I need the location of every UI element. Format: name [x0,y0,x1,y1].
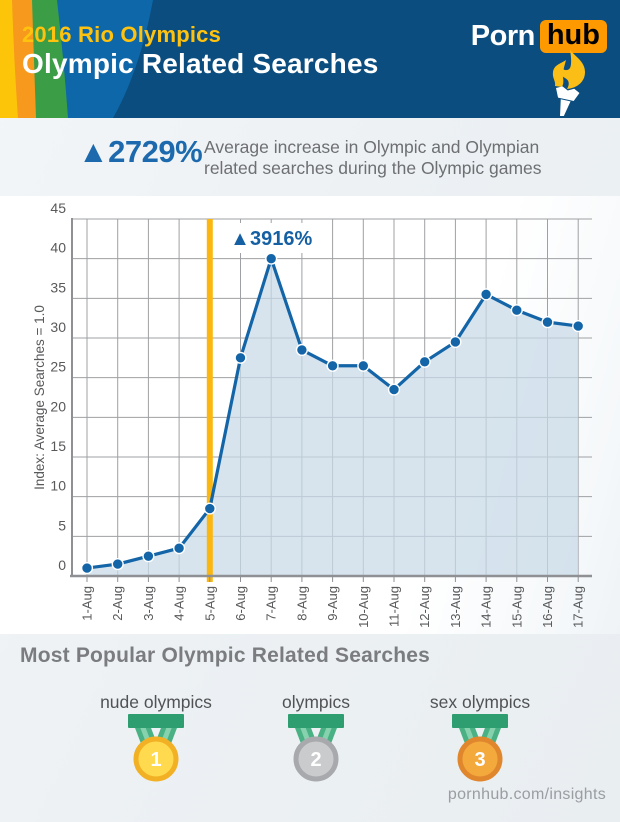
svg-text:6-Aug: 6-Aug [233,586,248,621]
svg-text:45: 45 [50,200,66,216]
svg-text:5: 5 [58,517,66,533]
svg-text:16-Aug: 16-Aug [540,586,555,628]
header: 2016 Rio Olympics Olympic Related Search… [0,0,620,118]
page-title: Olympic Related Searches [22,48,379,79]
svg-text:▲3916%: ▲3916% [230,228,312,250]
rio-stripes-decoration [0,0,153,118]
svg-text:3-Aug: 3-Aug [141,586,156,621]
pornhub-logo: Porn hub [470,20,607,54]
svg-text:20: 20 [50,398,66,414]
medal-disc [293,736,339,782]
svg-text:10: 10 [50,478,66,494]
svg-text:14-Aug: 14-Aug [479,586,494,628]
search-term-label: olympics [281,692,351,712]
svg-text:0: 0 [58,557,66,573]
stats-summary: ▲2729% Average increase in Olympic and O… [0,118,620,196]
header-pretitle: 2016 Rio Olympics [22,22,222,47]
gold-medal-icon: 1 [128,714,184,782]
medal-rank-number: 3 [474,749,485,771]
silver-medal-icon: 2 [288,714,344,782]
stat-increase-value: ▲2729% [78,134,203,169]
medal-rank-number: 1 [150,749,161,771]
medal-disc [457,736,503,782]
svg-text:1-Aug: 1-Aug [80,586,95,621]
svg-text:15-Aug: 15-Aug [509,586,524,628]
medal-rank-1: nude olympics 1 [100,692,212,796]
svg-text:35: 35 [50,279,66,295]
medal-rank-2: olympics 2 [280,692,352,796]
svg-text:4-Aug: 4-Aug [172,586,187,621]
search-term-label: nude olympics [100,692,212,712]
stat-description: Average increase in Olympic and Olympian… [204,137,542,180]
medal-rank-3: sex olympics 3 [430,692,530,796]
olympic-torch-icon [552,50,585,116]
svg-text:30: 30 [50,319,66,335]
searches-line-chart: 0 5 10 15 20 25 30 35 40 45 1-Aug 2-Aug 3-Aug 4-Aug 5-… [32,200,592,628]
svg-text:25: 25 [50,359,66,375]
medal-rank-number: 2 [310,749,321,771]
svg-text:10-Aug: 10-Aug [356,586,371,628]
svg-text:5-Aug: 5-Aug [202,586,217,621]
svg-text:7-Aug: 7-Aug [264,586,279,621]
stat-description-line2: related searches during the Olympic game… [204,158,542,179]
svg-text:9-Aug: 9-Aug [325,586,340,621]
svg-text:Index: Average Searches = 1.0: Index: Average Searches = 1.0 [32,305,47,490]
logo-text-hub: hub [539,20,607,54]
search-term-label: sex olympics [429,692,531,712]
medal-disc [133,736,179,782]
svg-text:11-Aug: 11-Aug [387,586,402,627]
site-url: pornhub.com/insights [447,786,606,803]
svg-text:13-Aug: 13-Aug [448,586,463,628]
svg-text:15: 15 [50,438,66,454]
svg-text:40: 40 [50,240,66,256]
stat-description-line1: Average increase in Olympic and Olympian [204,137,540,157]
bronze-medal-icon: 3 [452,714,508,782]
svg-text:12-Aug: 12-Aug [417,586,432,628]
logo-text-porn: Porn [470,20,536,53]
svg-text:8-Aug: 8-Aug [294,586,309,621]
svg-text:17-Aug: 17-Aug [571,586,586,628]
popular-searches-heading: Most Popular Olympic Related Searches [20,644,431,667]
svg-text:2-Aug: 2-Aug [110,586,125,621]
chart-section: 0 5 10 15 20 25 30 35 40 45 1-Aug 2-Aug 3-Aug 4-Aug 5-… [0,196,620,634]
